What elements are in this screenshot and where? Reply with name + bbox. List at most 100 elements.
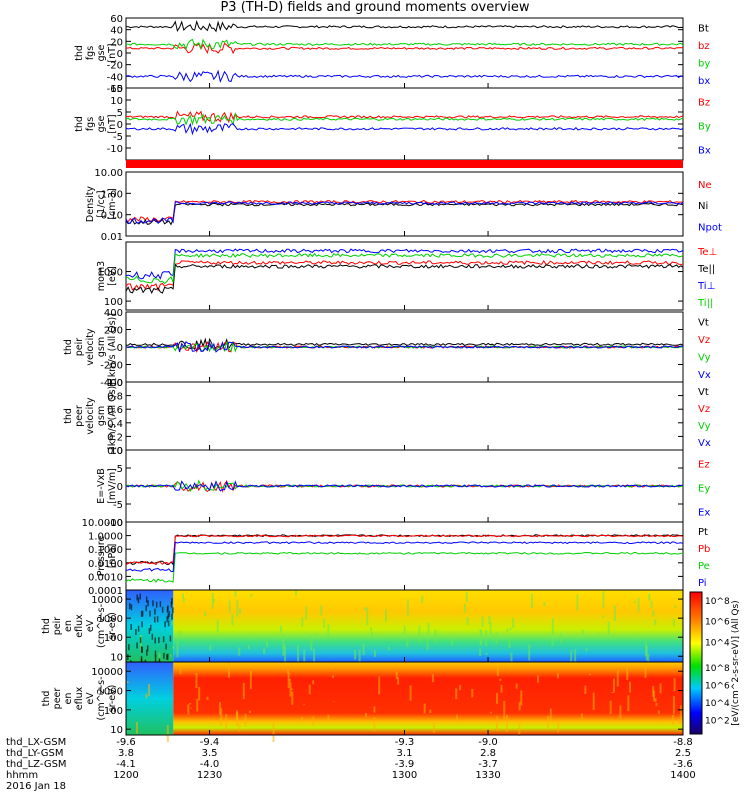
spectrogram-streak — [303, 649, 306, 662]
spectrogram-gap — [145, 605, 147, 612]
spectrogram-streak — [227, 662, 230, 678]
spectrogram-streak — [672, 696, 675, 714]
panel-frame — [125, 521, 684, 591]
spectrogram-streak — [244, 713, 247, 727]
footer-value: -3.7 — [478, 759, 498, 770]
spectrogram-streak — [312, 680, 315, 685]
y-tick-label: 20 — [110, 37, 123, 48]
footer-row-label: thd_LZ-GSM — [6, 759, 67, 770]
spectrogram-streak — [518, 701, 521, 711]
spectrogram-streak — [297, 645, 300, 663]
panel-6: 10 5 0 -5 -10 E=-VxB [mV/m] Ez Ey Ex — [96, 446, 710, 529]
series-line-Pi — [125, 541, 684, 573]
spectrogram-streak — [189, 703, 192, 705]
spectrogram-gap — [166, 654, 168, 661]
spectrogram-streak — [362, 643, 365, 656]
footer-value: 1300 — [392, 770, 417, 781]
spectrogram-streak — [283, 643, 286, 650]
colorbar-scale — [689, 591, 703, 735]
spectrogram-gap — [152, 600, 154, 607]
y-tick-label: 100 — [104, 706, 123, 717]
y-axis-label: (cm^2-s- — [96, 604, 107, 648]
spectrogram-streak — [406, 639, 409, 647]
spectrogram-gap — [137, 597, 140, 604]
spectrogram-gap — [156, 616, 159, 623]
spectrogram-streak — [479, 648, 482, 656]
spectrogram-gap — [162, 636, 165, 643]
spectrogram-gap — [136, 642, 138, 649]
spectrogram-streak — [171, 620, 174, 626]
spectrogram-gap — [149, 624, 152, 631]
spectrogram-streak — [421, 595, 424, 604]
footer-value: -4.1 — [116, 759, 136, 770]
series-line-bx — [125, 69, 684, 83]
y-tick-label: 10 — [110, 96, 123, 107]
spectrogram-gap — [171, 597, 173, 604]
spectrogram-streak — [653, 690, 656, 702]
panel-2: 10.00 1.00 0.10 0.01 Density [1/cc] [cm-3] Ne Ni… — [85, 168, 722, 243]
spectrogram-streak — [184, 665, 187, 668]
legend-Bx: Bx — [698, 145, 711, 156]
y-axis-label: [1/cc] — [96, 190, 107, 217]
spectrogram-streak — [263, 648, 266, 655]
spectrogram-gap — [139, 593, 141, 600]
y-axis-label: sr-eV) — [107, 612, 118, 640]
y-axis-label: eV — [85, 619, 96, 632]
panel-5: 1.0 0.8 0.6 0.4 0.2 0.0 thd peer velocity gsm [km/… — [63, 378, 711, 457]
spectrogram-streak — [495, 692, 498, 704]
series-line-Ex — [125, 480, 684, 492]
spectrogram-streak — [520, 690, 523, 706]
series-line-Pe — [125, 551, 684, 583]
legend-Vz: Vz — [698, 404, 710, 415]
y-tick-label: 10000 — [91, 667, 123, 678]
y-tick-label: 0.0 — [107, 446, 123, 457]
legend-Ni: Ni — [698, 201, 708, 212]
series-line-Ne — [125, 199, 684, 223]
y-tick-label: 0.10 — [101, 211, 123, 222]
spectrogram-gap — [151, 633, 154, 640]
spectrogram-streak — [370, 632, 373, 636]
spectrogram-streak — [479, 629, 482, 645]
y-axis-label: velocity — [85, 397, 96, 435]
y-tick-label: 0 — [117, 120, 123, 131]
y-tick-label: 0 — [117, 343, 123, 354]
spectrogram-streak — [287, 669, 290, 674]
spectrogram-streak — [378, 676, 381, 695]
spectrogram-gap — [148, 628, 151, 635]
spectrogram-streak — [284, 647, 287, 665]
spectrogram-streak — [657, 710, 660, 715]
spectrogram-streak — [179, 667, 182, 675]
y-tick-label: 0.0010 — [88, 572, 123, 583]
spectrogram-streak — [196, 698, 199, 712]
spectrogram-gap — [158, 637, 160, 644]
spectrogram-streak — [495, 632, 498, 645]
legend-Ti||: Ti|| — [697, 298, 713, 309]
spectrogram-streak — [471, 688, 474, 698]
footer-date: 2016 Jan 18 — [6, 781, 66, 792]
spectrogram-streak — [633, 600, 636, 604]
spectrogram-streak — [354, 649, 357, 660]
spectrogram-streak — [291, 691, 294, 705]
spectrogram-gap — [169, 635, 172, 642]
y-axis-label: thd — [74, 116, 85, 132]
spectrogram-streak — [182, 598, 185, 603]
y-axis-label: peer — [74, 405, 85, 427]
legend-Vt: Vt — [698, 318, 709, 329]
spectrogram-streak — [648, 593, 651, 601]
spectrogram-streak — [301, 617, 304, 628]
spectrogram-streak — [238, 724, 241, 732]
y-tick-label: 0.8 — [107, 392, 123, 403]
spectrogram-streak — [238, 647, 241, 656]
spectrogram-streak — [500, 684, 503, 693]
y-tick-label: 10 — [110, 725, 123, 736]
spectrogram-streak — [330, 663, 333, 669]
y-tick-label: -40 — [107, 72, 123, 83]
spectrogram-streak — [485, 630, 488, 647]
y-tick-label: 0.4 — [107, 419, 123, 430]
spectrogram-streak — [363, 607, 366, 611]
y-tick-label: -200 — [100, 361, 123, 372]
series-line-Bz — [125, 110, 684, 124]
y-axis-label: mom3 — [96, 261, 107, 291]
spectrogram-streak — [492, 634, 495, 641]
spectrogram-streak — [508, 639, 511, 648]
